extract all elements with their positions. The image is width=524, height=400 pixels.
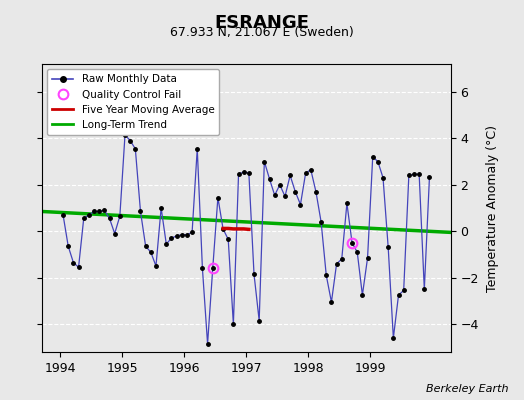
Y-axis label: Temperature Anomaly (°C): Temperature Anomaly (°C)	[486, 124, 499, 292]
Legend: Raw Monthly Data, Quality Control Fail, Five Year Moving Average, Long-Term Tren: Raw Monthly Data, Quality Control Fail, …	[47, 69, 220, 135]
Text: Berkeley Earth: Berkeley Earth	[426, 384, 508, 394]
Text: ESRANGE: ESRANGE	[214, 14, 310, 32]
Text: 67.933 N, 21.067 E (Sweden): 67.933 N, 21.067 E (Sweden)	[170, 26, 354, 39]
